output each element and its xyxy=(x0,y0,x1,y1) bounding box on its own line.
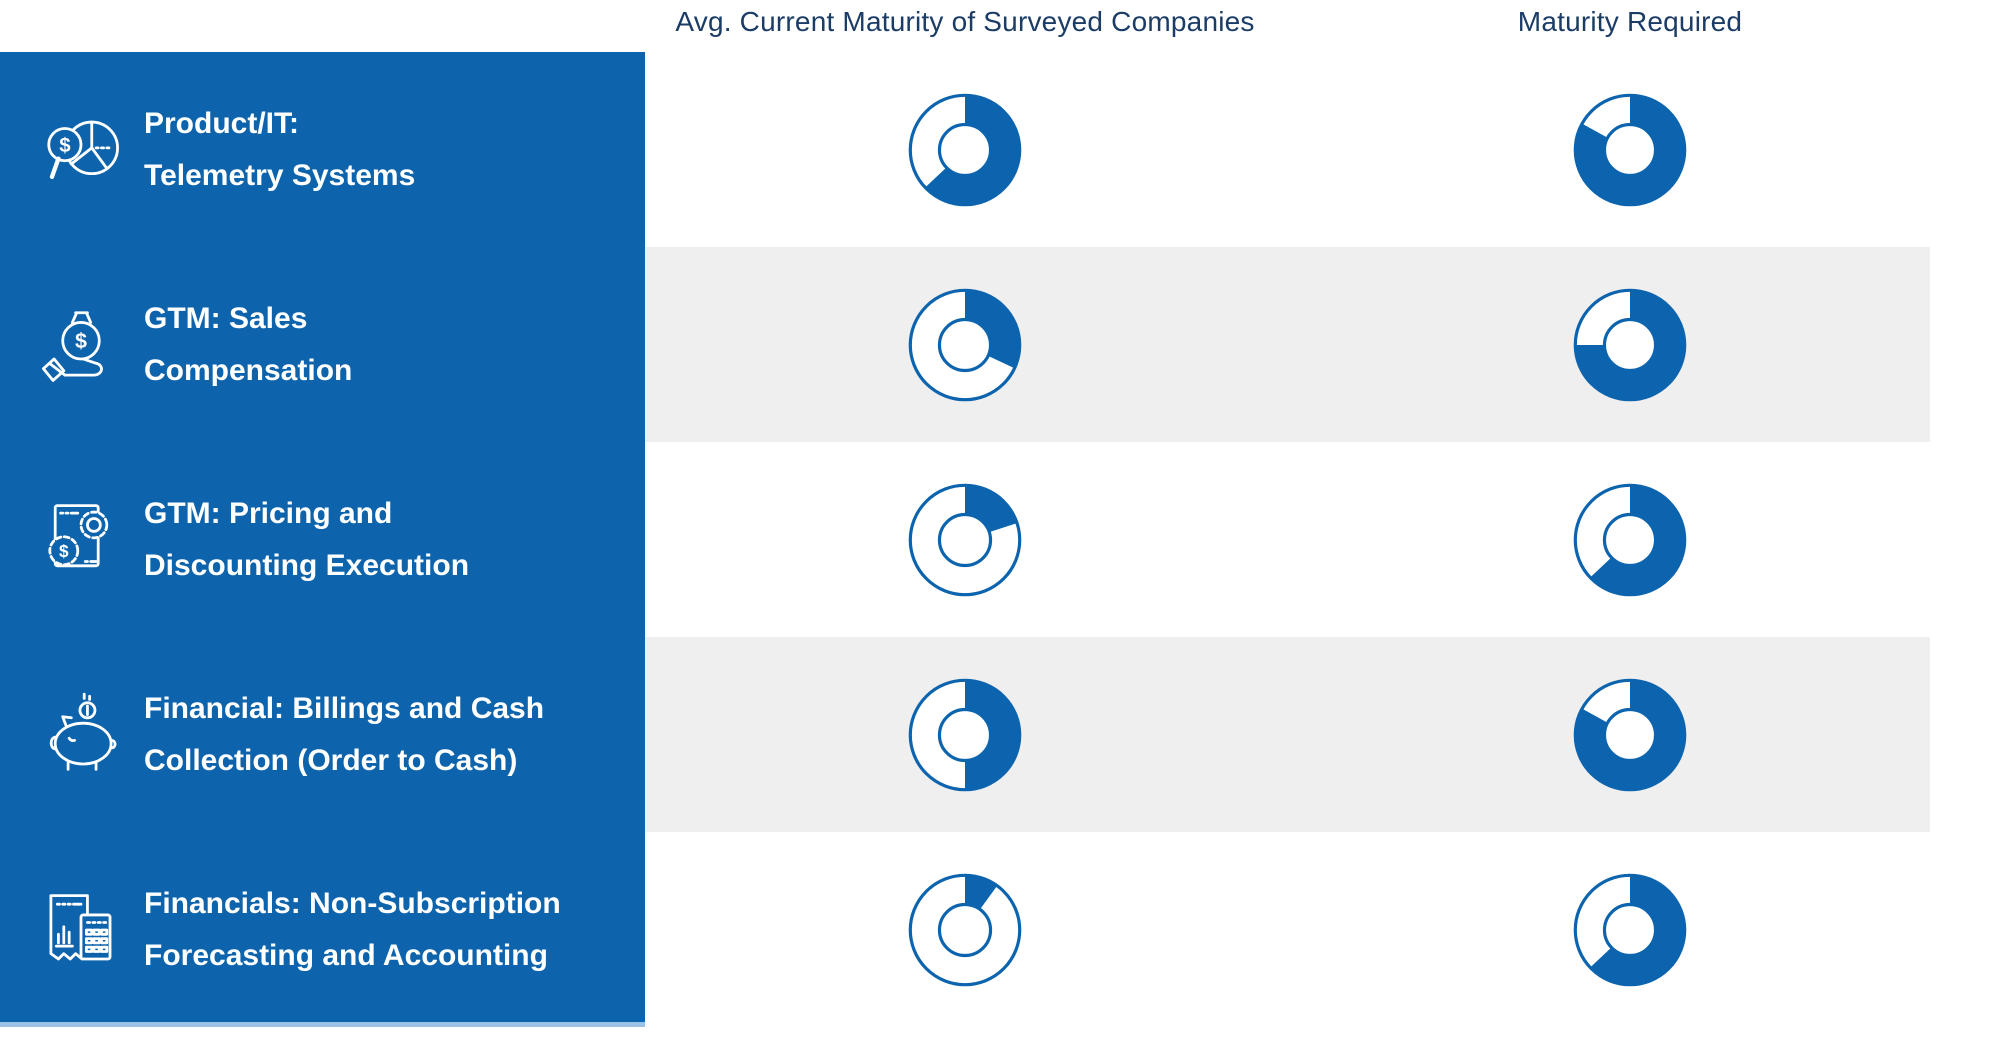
donut-required-maturity-row-1 xyxy=(1568,88,1692,212)
donut-required-maturity-row-2 xyxy=(1568,283,1692,407)
svg-text:$: $ xyxy=(75,329,87,353)
donut-required-maturity-row-3 xyxy=(1568,478,1692,602)
sidebar-item-product-it-telemetry: $ Product/IT: Telemetry Systems xyxy=(0,52,645,247)
svg-text:$: $ xyxy=(59,541,69,561)
sidebar-item-financials-non-subscription: Financials: Non-Subscription Forecasting… xyxy=(0,832,645,1027)
donut-current-maturity-row-3 xyxy=(903,478,1027,602)
sidebar-item-gtm-pricing-discounting: $ GTM: Pricing and Discounting Execution xyxy=(0,442,645,637)
money-bag-hand-icon: $ xyxy=(36,302,126,388)
sidebar-item-label: Financials: Non-Subscription Forecasting… xyxy=(144,878,561,982)
label-line-1: GTM: Sales xyxy=(144,301,308,335)
column-header-current-maturity: Avg. Current Maturity of Surveyed Compan… xyxy=(675,6,1255,37)
donut-required-maturity-row-5 xyxy=(1568,868,1692,992)
magnifier-dollar-pie-icon: $ xyxy=(36,107,126,193)
label-line-1: Financial: Billings and Cash xyxy=(144,691,545,725)
svg-text:$: $ xyxy=(59,135,71,157)
donut-current-maturity-row-1 xyxy=(903,88,1027,212)
label-line-2: Discounting Execution xyxy=(144,548,470,582)
sidebar-item-label: Financial: Billings and Cash Collection … xyxy=(144,683,544,787)
piggy-bank-icon xyxy=(36,692,126,778)
sidebar-item-label: GTM: Sales Compensation xyxy=(144,293,352,397)
label-line-1: GTM: Pricing and xyxy=(144,496,393,530)
sidebar-item-financial-billings-cash: Financial: Billings and Cash Collection … xyxy=(0,637,645,832)
donut-current-maturity-row-2 xyxy=(903,283,1027,407)
label-line-1: Financials: Non-Subscription xyxy=(144,886,561,920)
donut-current-maturity-row-4 xyxy=(903,673,1027,797)
category-sidebar: $ Product/IT: Telemetry Systems $ xyxy=(0,52,645,1027)
label-line-2: Telemetry Systems xyxy=(144,158,416,192)
column-header-maturity-required: Maturity Required xyxy=(1517,6,1743,37)
sidebar-item-label: GTM: Pricing and Discounting Execution xyxy=(144,488,469,592)
document-gears-icon: $ xyxy=(36,497,126,583)
sidebar-item-label: Product/IT: Telemetry Systems xyxy=(144,98,415,202)
sidebar-item-gtm-sales-compensation: $ GTM: Sales Compensation xyxy=(0,247,645,442)
label-line-1: Product/IT: xyxy=(144,106,299,140)
label-line-2: Forecasting and Accounting xyxy=(144,938,548,972)
receipt-calculator-icon xyxy=(36,887,126,973)
donut-current-maturity-row-5 xyxy=(903,868,1027,992)
donut-required-maturity-row-4 xyxy=(1568,673,1692,797)
label-line-2: Collection (Order to Cash) xyxy=(144,743,518,777)
label-line-2: Compensation xyxy=(144,353,353,387)
